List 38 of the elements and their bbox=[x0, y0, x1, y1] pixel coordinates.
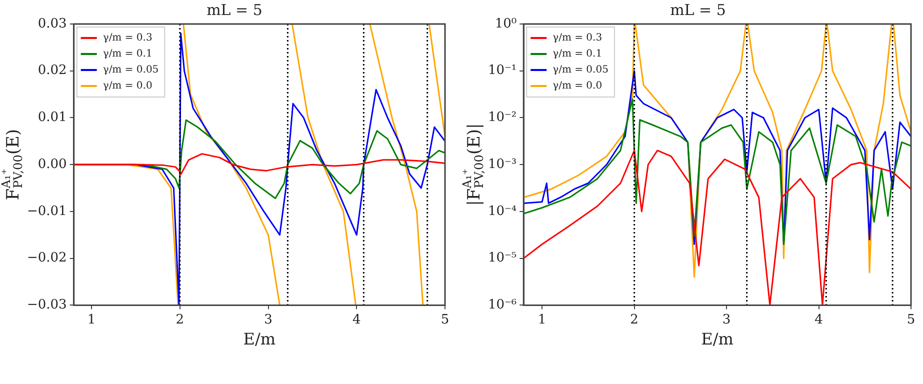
y-tick-label: 0.02 bbox=[38, 63, 67, 78]
y-axis-title: |FA₁⁺PV,00(E)| bbox=[460, 123, 486, 206]
legend-label: γ/m = 0.3 bbox=[552, 32, 602, 44]
x-tick-label: 1 bbox=[538, 312, 546, 328]
x-axis-title: E/m bbox=[243, 330, 276, 349]
y-tick-label: 10⁻⁴ bbox=[488, 204, 517, 219]
y-tick-label: 10⁻³ bbox=[488, 156, 517, 172]
legend-label: γ/m = 0.1 bbox=[552, 48, 602, 60]
y-tick-label: 10⁻⁶ bbox=[488, 298, 517, 313]
y-tick-label: −0.02 bbox=[26, 250, 67, 266]
x-tick-label: 1 bbox=[87, 312, 96, 328]
legend-label: γ/m = 0.0 bbox=[552, 80, 602, 92]
legend-label: γ/m = 0.05 bbox=[102, 64, 159, 76]
legend-label: γ/m = 0.1 bbox=[102, 48, 152, 60]
x-tick-label: 5 bbox=[440, 312, 450, 328]
chart-title: mL = 5 bbox=[206, 0, 262, 19]
chart-title: mL = 5 bbox=[670, 0, 726, 19]
y-tick-label: 0.00 bbox=[38, 156, 67, 172]
x-tick-label: 2 bbox=[176, 312, 184, 328]
legend-label: γ/m = 0.3 bbox=[102, 32, 152, 44]
y-tick-label: 10⁻⁵ bbox=[488, 250, 517, 266]
x-tick-label: 4 bbox=[352, 312, 361, 328]
legend-label: γ/m = 0.05 bbox=[552, 64, 608, 76]
x-tick-label: 4 bbox=[814, 312, 823, 328]
y-tick-label: 10⁻² bbox=[488, 110, 517, 126]
y-tick-label: 0.01 bbox=[38, 110, 67, 126]
x-tick-label: 3 bbox=[264, 312, 272, 328]
legend-label: γ/m = 0.0 bbox=[102, 80, 152, 92]
x-tick-label: 2 bbox=[630, 312, 638, 328]
x-tick-label: 3 bbox=[722, 312, 731, 328]
y-tick-label: 10⁻¹ bbox=[488, 63, 517, 78]
y-tick-label: −0.01 bbox=[26, 204, 67, 219]
x-axis-title: E/m bbox=[701, 330, 734, 349]
y-tick-label: −0.03 bbox=[26, 298, 67, 313]
y-tick-label: 10⁰ bbox=[494, 16, 517, 32]
y-tick-label: 0.03 bbox=[38, 16, 67, 32]
x-tick-label: 5 bbox=[906, 312, 916, 328]
y-axis-title: FA₁⁺PV,00(E) bbox=[0, 128, 25, 200]
